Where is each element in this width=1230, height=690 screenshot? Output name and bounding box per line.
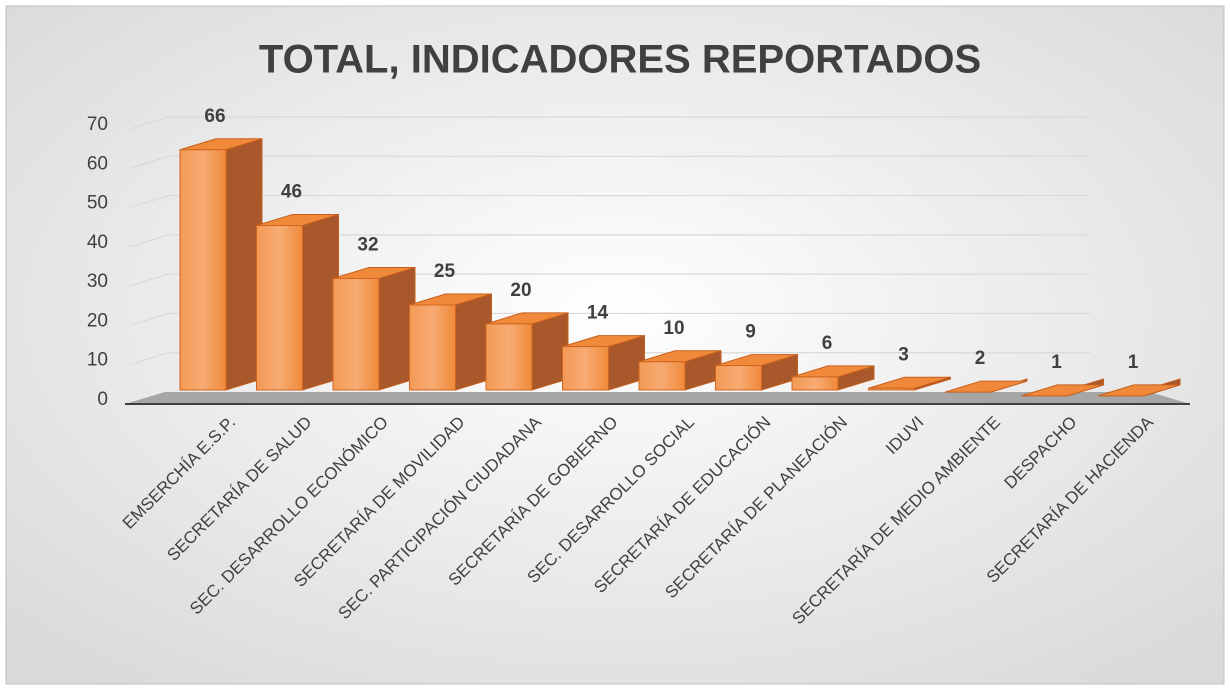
bar: [715, 353, 798, 391]
data-label: 9: [745, 322, 756, 343]
data-label: 66: [204, 106, 225, 127]
y-tick-label: 40: [87, 232, 108, 253]
data-label: 1: [1051, 352, 1062, 373]
grid-line: [129, 155, 1090, 169]
bar: [638, 350, 722, 391]
data-label: 25: [434, 261, 456, 282]
bar-front: [562, 346, 609, 391]
bar: [179, 138, 263, 391]
chart-title: TOTAL, INDICADORES REPORTADOS: [259, 38, 981, 82]
bar-front: [409, 304, 456, 391]
data-label: 1: [1128, 352, 1139, 373]
bar-top: [944, 380, 1028, 393]
grid-line: [129, 352, 1090, 366]
bar: [409, 293, 492, 391]
y-tick-label: 20: [87, 310, 108, 331]
bar: [256, 213, 339, 391]
bar: [791, 365, 875, 391]
bar-front: [715, 365, 762, 391]
y-tick-label: 70: [87, 114, 108, 135]
bar: [485, 312, 569, 391]
bar: [944, 378, 1028, 393]
bar: [562, 334, 645, 391]
bar: [1021, 378, 1104, 397]
grid-line: [129, 234, 1090, 248]
y-tick-label: 0: [97, 389, 108, 410]
y-tick-label: 60: [87, 153, 108, 174]
bar-front: [638, 361, 686, 391]
data-label: 2: [975, 348, 986, 369]
data-label: 10: [663, 318, 684, 339]
bar-front: [791, 376, 839, 391]
bar: [1097, 378, 1181, 397]
grid-line: [129, 273, 1090, 287]
bar-front: [179, 149, 227, 391]
grid-line: [129, 312, 1090, 327]
floor: [125, 392, 1190, 404]
grid-line: [129, 194, 1090, 209]
data-label: 14: [587, 303, 609, 324]
bar-front: [332, 277, 380, 391]
data-label: 46: [281, 182, 302, 203]
y-tick-label: 30: [87, 271, 108, 292]
data-label: 20: [510, 280, 531, 301]
bar-front: [256, 224, 303, 391]
data-label: 32: [357, 235, 378, 256]
bar-top: [1021, 384, 1104, 397]
data-label: 3: [898, 344, 909, 365]
bar: [868, 376, 951, 391]
grid-line: [129, 116, 1090, 130]
data-label: 6: [822, 333, 833, 354]
bar-top: [1097, 384, 1181, 397]
y-tick-label: 50: [87, 193, 108, 214]
bar-front: [485, 323, 533, 391]
bar-front: [868, 387, 915, 391]
y-tick-label: 10: [87, 350, 108, 371]
bar: [332, 266, 416, 391]
